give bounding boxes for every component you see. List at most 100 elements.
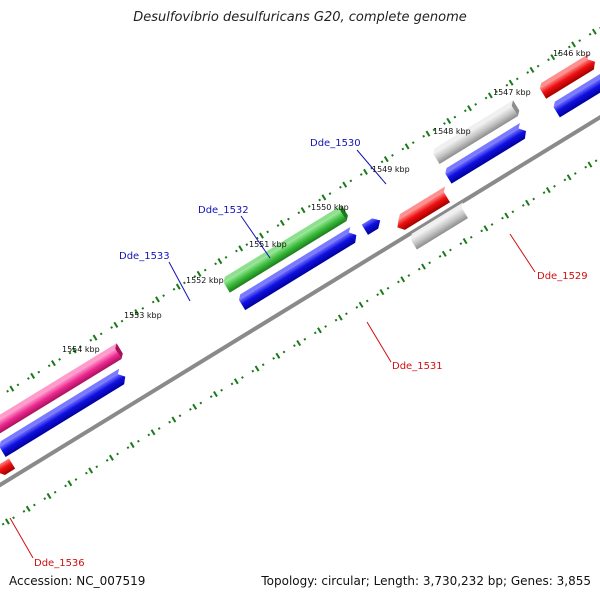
ruler-dot-lower — [324, 325, 328, 328]
gene-blue-3[interactable] — [237, 226, 360, 311]
ruler-dot-lower — [542, 191, 546, 195]
ruler-dot-upper — [276, 224, 280, 227]
gene-blue-4[interactable] — [361, 215, 384, 235]
ruler-tick-upper — [113, 321, 119, 328]
ruler-dot-upper — [266, 230, 270, 234]
ruler-dot-lower — [147, 433, 151, 437]
ruler-tick-upper — [9, 385, 15, 392]
gene-gray-lower[interactable] — [408, 202, 471, 250]
gene-blue-1[interactable] — [0, 368, 128, 457]
ruler-dot-lower — [365, 299, 369, 303]
ruler-tick-lower — [337, 314, 343, 321]
ruler-tick-lower — [192, 403, 198, 410]
gene-blue-5[interactable] — [443, 122, 529, 184]
ruler-tick-labels: 1546 kbp 1547 kbp 1548 kbp 1549 kbp 1550… — [62, 49, 591, 354]
ruler-dots-lower — [1, 159, 598, 526]
ruler-tick-lower — [379, 288, 385, 296]
genome-track — [0, 26, 600, 526]
callouts — [9, 149, 536, 559]
ruler-tick-upper — [363, 168, 368, 175]
ruler-dot-lower — [199, 401, 203, 405]
ruler-dot-lower — [303, 337, 307, 341]
ruler-dot-upper — [432, 128, 436, 132]
ruler-tick-lower — [233, 378, 239, 385]
gene-dde-1531[interactable] — [392, 186, 453, 232]
ruler-tick-lower — [317, 327, 322, 334]
tick-label-1553: 1553 kbp — [124, 311, 162, 320]
gene-label-dde-1530: Dde_1530 — [310, 138, 361, 149]
ruler-dot-upper — [131, 313, 134, 317]
ruler-tick-lower — [525, 199, 530, 206]
ruler-dot-lower — [22, 509, 26, 513]
ruler-dot-lower — [490, 223, 494, 226]
ruler-tick-lower — [25, 505, 31, 512]
gene-dde-1530[interactable] — [431, 100, 521, 165]
ruler-tick-lower — [462, 237, 468, 245]
ruler-dot-lower — [428, 261, 432, 265]
ruler-dot-lower — [105, 459, 109, 462]
ruler-dot-lower — [157, 427, 161, 430]
gene-label-dde-1531: Dde_1531 — [392, 361, 443, 372]
ruler-tick-upper — [196, 270, 202, 277]
genome-summary-text: Topology: circular; Length: 3,730,232 bp… — [261, 574, 591, 588]
ruler-dot-lower — [355, 306, 359, 309]
ruler-ticks-lower — [5, 161, 593, 525]
ruler-tick-lower — [358, 301, 364, 308]
ruler-dot-upper — [214, 262, 217, 266]
callout-line-dde-1530 — [356, 149, 387, 185]
ruler-dot-lower — [345, 312, 348, 316]
gene-dde-1536[interactable] — [0, 343, 125, 438]
ruler-dot-lower — [521, 204, 525, 207]
callout-line-dde-1531 — [366, 321, 392, 363]
ruler-tick-lower — [46, 492, 52, 500]
ruler-dot-lower — [209, 395, 213, 399]
ruler-dot-upper — [557, 52, 561, 55]
gene-blue-6[interactable] — [551, 71, 600, 118]
ruler-dot-upper — [401, 147, 405, 151]
ruler-dot-upper — [120, 319, 124, 323]
ruler-dot-upper — [505, 83, 509, 87]
ruler-dots-upper — [6, 26, 600, 393]
ruler-dot-lower — [334, 318, 338, 322]
callout-line-dde-1529 — [509, 233, 536, 273]
ruler-tick-upper — [279, 219, 285, 226]
ruler-dot-upper — [6, 389, 9, 393]
ruler-tick-upper — [508, 79, 514, 86]
ruler-tick-lower — [421, 263, 426, 270]
ruler-dot-upper — [193, 275, 197, 278]
ruler-tick-lower — [566, 174, 572, 181]
gene-blue-2[interactable] — [3, 438, 19, 455]
callout-line-dde-1536 — [9, 517, 34, 559]
map-title: Desulfovibrio desulfuricans G20, complet… — [133, 10, 467, 25]
ruler-tick-lower — [441, 250, 447, 257]
ruler-tick-lower — [5, 518, 10, 525]
ruler-dot-upper — [162, 294, 165, 297]
gene-dde-1533[interactable] — [221, 205, 350, 293]
ruler-dot-lower — [397, 280, 400, 284]
ruler-tick-upper — [217, 258, 223, 265]
ruler-dot-upper — [68, 351, 72, 355]
ruler-dot-upper — [297, 211, 301, 215]
ruler-dot-lower — [459, 242, 463, 246]
ruler-dot-lower — [376, 293, 380, 297]
ruler-tick-lower — [88, 467, 94, 474]
ruler-dot-lower — [241, 376, 244, 379]
ruler-dot-lower — [178, 414, 182, 418]
ruler-dot-upper — [463, 109, 467, 113]
ruler-dot-lower — [53, 490, 57, 494]
gene-red-left[interactable] — [0, 458, 16, 477]
ruler-ticks-upper — [9, 28, 597, 392]
tick-label-1547: 1547 kbp — [493, 88, 531, 97]
ruler-dot-upper — [474, 103, 478, 106]
ruler-dot-lower — [480, 229, 484, 233]
ruler-dot-lower — [313, 331, 317, 335]
ruler-dot-upper — [16, 383, 20, 387]
ruler-tick-lower — [109, 454, 114, 461]
ruler-dot-lower — [594, 159, 598, 163]
ruler-dot-lower — [116, 452, 119, 456]
ruler-dot-upper — [99, 332, 103, 336]
ruler-dot-lower — [32, 503, 36, 507]
gene-dde-1529[interactable] — [538, 53, 598, 99]
ruler-tick-upper — [342, 181, 348, 188]
